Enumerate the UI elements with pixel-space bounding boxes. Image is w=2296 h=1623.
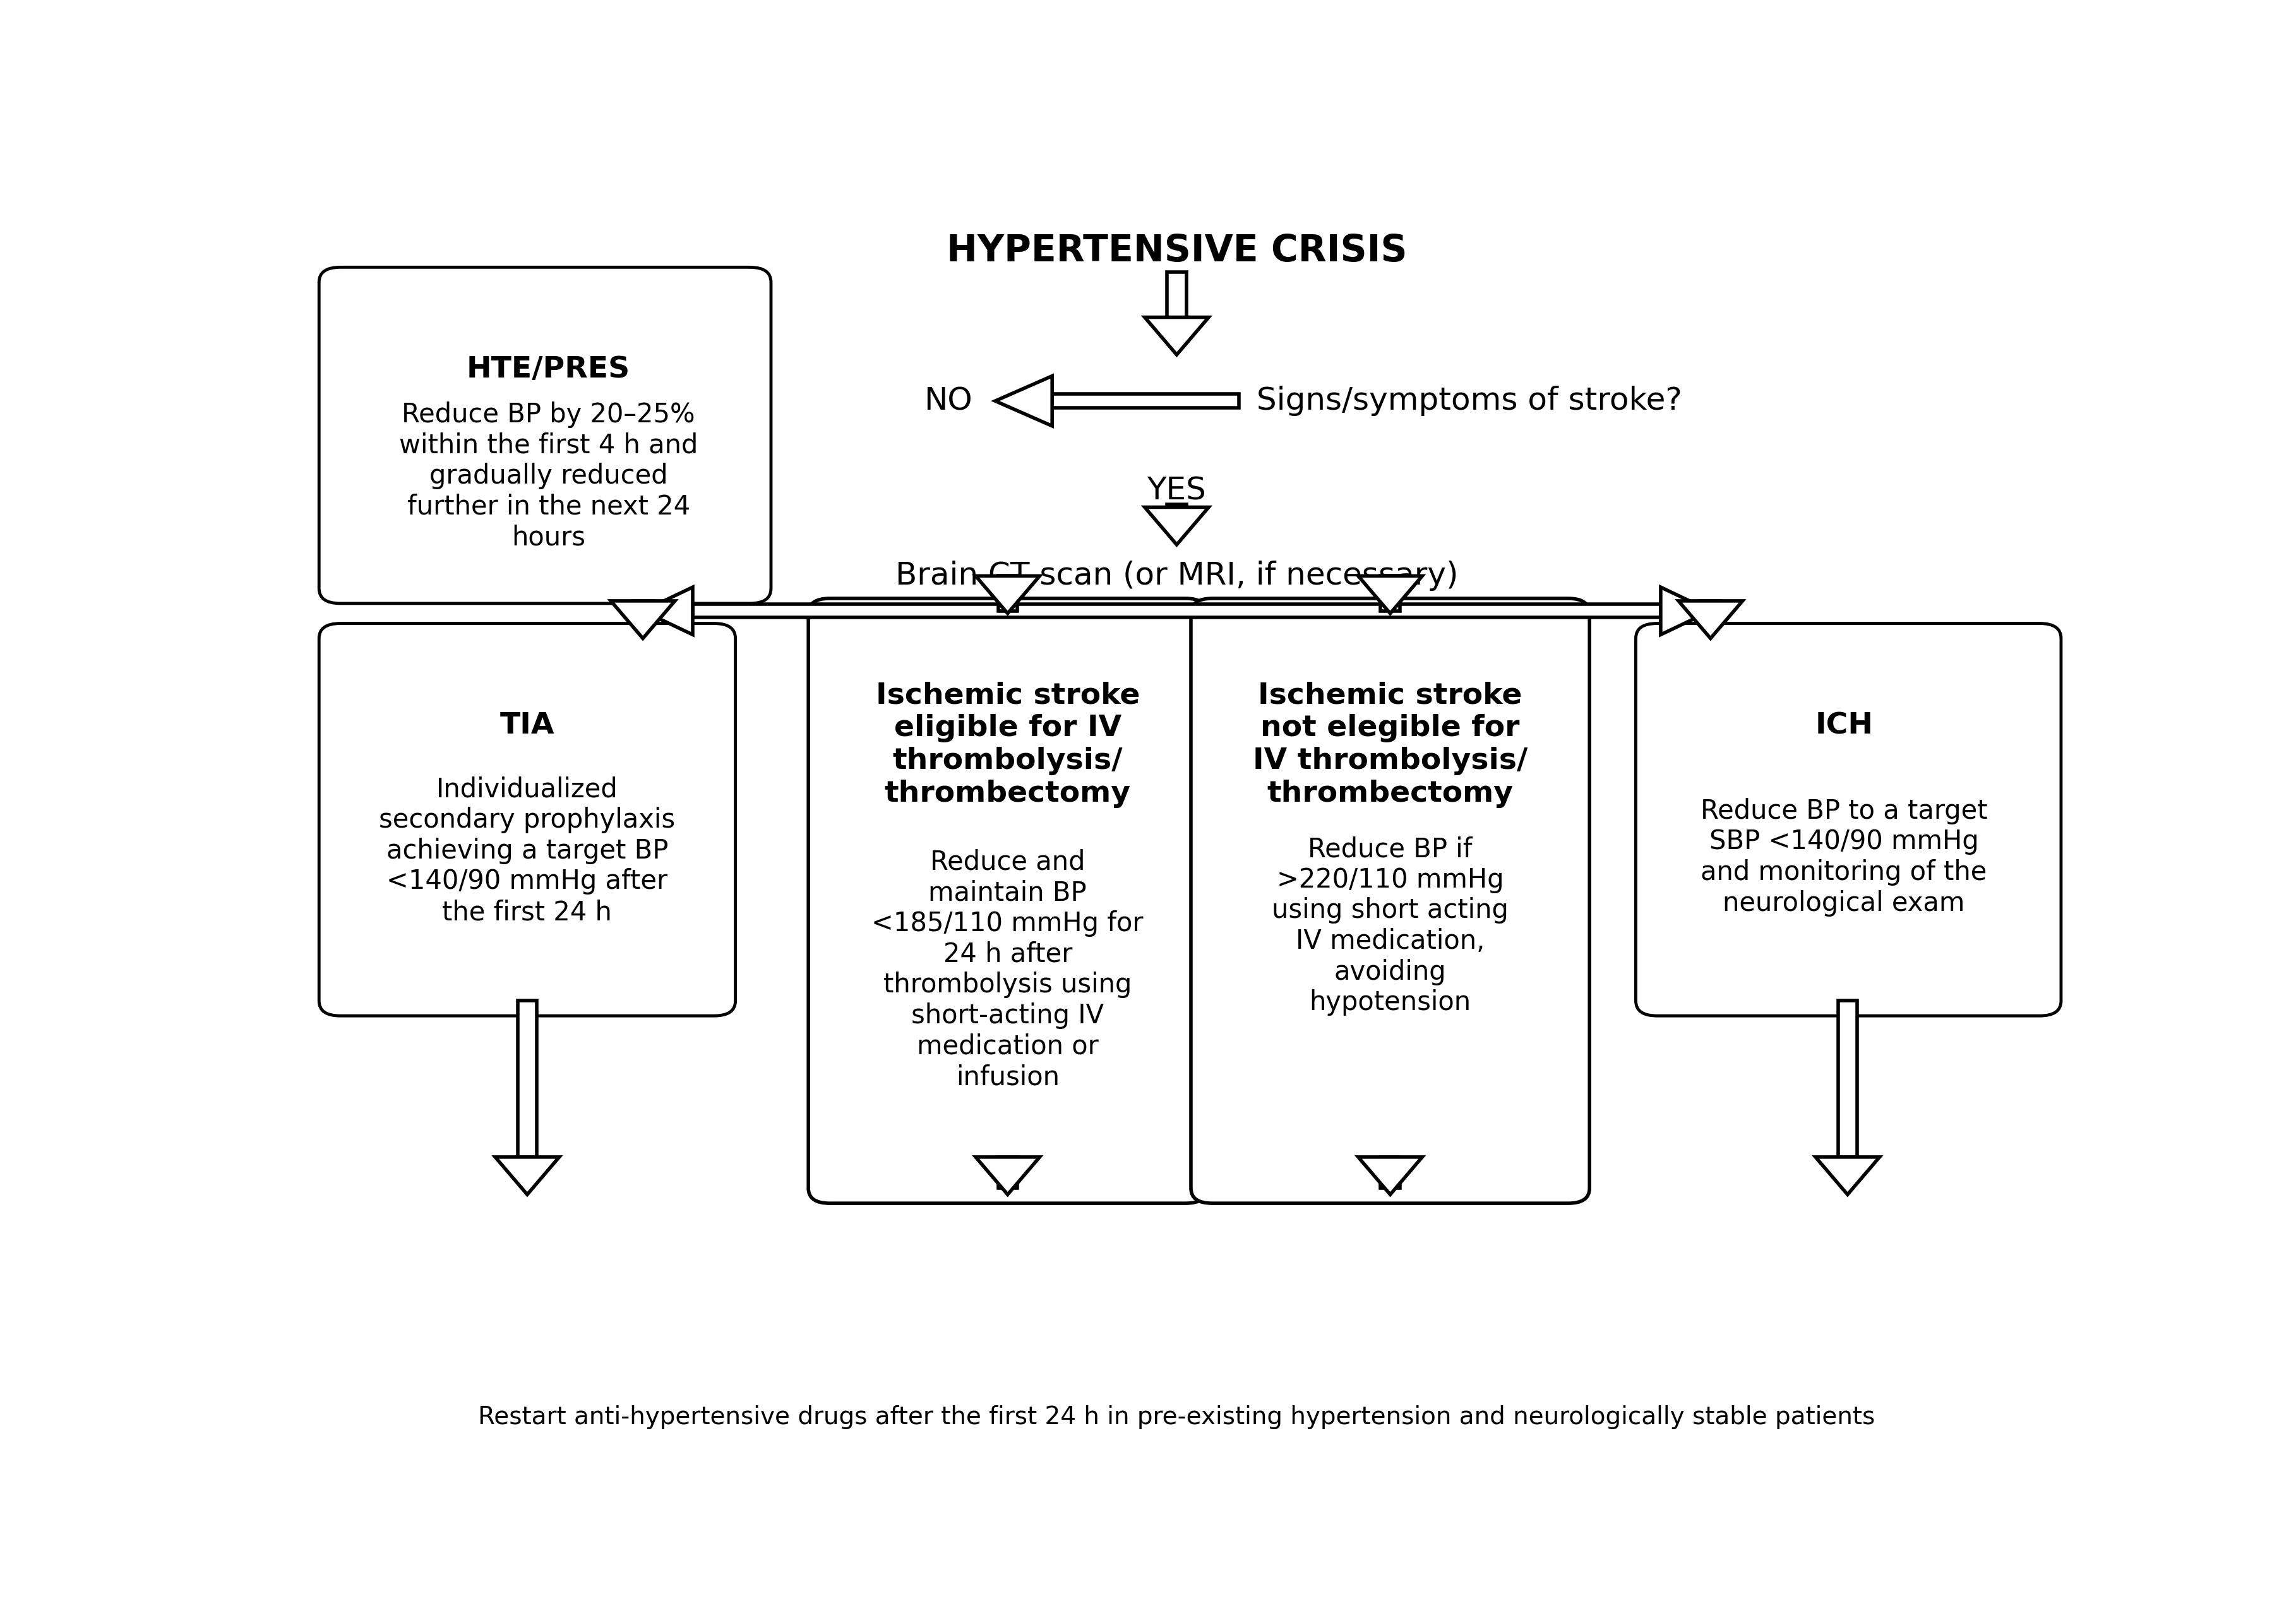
Polygon shape bbox=[1837, 1001, 1857, 1157]
Text: Restart anti-hypertensive drugs after the first 24 h in pre-existing hypertensio: Restart anti-hypertensive drugs after th… bbox=[478, 1406, 1876, 1428]
Text: TIA: TIA bbox=[501, 711, 556, 740]
FancyBboxPatch shape bbox=[319, 623, 735, 1016]
Text: Reduce BP to a target
SBP <140/90 mmHg
and monitoring of the
neurological exam: Reduce BP to a target SBP <140/90 mmHg a… bbox=[1701, 799, 1988, 917]
Text: Reduce BP if
>220/110 mmHg
using short acting
IV medication,
avoiding
hypotensio: Reduce BP if >220/110 mmHg using short a… bbox=[1272, 836, 1508, 1016]
Polygon shape bbox=[1052, 394, 1240, 407]
FancyBboxPatch shape bbox=[1192, 599, 1589, 1203]
Text: Individualized
secondary prophylaxis
achieving a target BP
<140/90 mmHg after
th: Individualized secondary prophylaxis ach… bbox=[379, 776, 675, 925]
Polygon shape bbox=[1701, 601, 1720, 610]
Polygon shape bbox=[1146, 316, 1208, 355]
Text: Ischemic stroke
not elegible for
IV thrombolysis/
thrombectomy: Ischemic stroke not elegible for IV thro… bbox=[1254, 682, 1527, 808]
Polygon shape bbox=[693, 604, 1660, 618]
FancyBboxPatch shape bbox=[319, 268, 771, 604]
Text: HYPERTENSIVE CRISIS: HYPERTENSIVE CRISIS bbox=[946, 234, 1407, 269]
Text: Signs/symptoms of stroke?: Signs/symptoms of stroke? bbox=[1256, 386, 1683, 415]
Polygon shape bbox=[1166, 273, 1187, 316]
Polygon shape bbox=[1816, 1157, 1880, 1195]
Polygon shape bbox=[994, 377, 1052, 425]
Text: Reduce and
maintain BP
<185/110 mmHg for
24 h after
thrombolysis using
short-act: Reduce and maintain BP <185/110 mmHg for… bbox=[872, 849, 1143, 1091]
Text: NO: NO bbox=[923, 386, 971, 415]
Polygon shape bbox=[611, 601, 675, 638]
Text: YES: YES bbox=[1148, 476, 1205, 506]
Polygon shape bbox=[1380, 576, 1401, 610]
Polygon shape bbox=[1166, 505, 1187, 506]
Polygon shape bbox=[976, 1157, 1040, 1195]
Text: Brain CT scan (or MRI, if necessary): Brain CT scan (or MRI, if necessary) bbox=[895, 562, 1458, 591]
Text: HTE/PRES: HTE/PRES bbox=[466, 355, 631, 385]
Text: Ischemic stroke
eligible for IV
thrombolysis/
thrombectomy: Ischemic stroke eligible for IV thrombol… bbox=[875, 682, 1139, 808]
Polygon shape bbox=[1678, 601, 1743, 638]
FancyBboxPatch shape bbox=[808, 599, 1208, 1203]
Text: ICH: ICH bbox=[1814, 711, 1874, 740]
Polygon shape bbox=[496, 1157, 560, 1195]
Polygon shape bbox=[517, 1001, 537, 1157]
Polygon shape bbox=[999, 1157, 1017, 1188]
Polygon shape bbox=[999, 576, 1017, 610]
Polygon shape bbox=[643, 588, 693, 635]
Polygon shape bbox=[634, 601, 652, 610]
Polygon shape bbox=[1359, 576, 1421, 613]
Polygon shape bbox=[1380, 1157, 1401, 1188]
Polygon shape bbox=[1660, 588, 1711, 635]
FancyBboxPatch shape bbox=[1635, 623, 2062, 1016]
Polygon shape bbox=[976, 576, 1040, 613]
Polygon shape bbox=[1146, 506, 1208, 545]
Text: Reduce BP by 20–25%
within the first 4 h and
gradually reduced
further in the ne: Reduce BP by 20–25% within the first 4 h… bbox=[400, 401, 698, 550]
Polygon shape bbox=[1359, 1157, 1421, 1195]
